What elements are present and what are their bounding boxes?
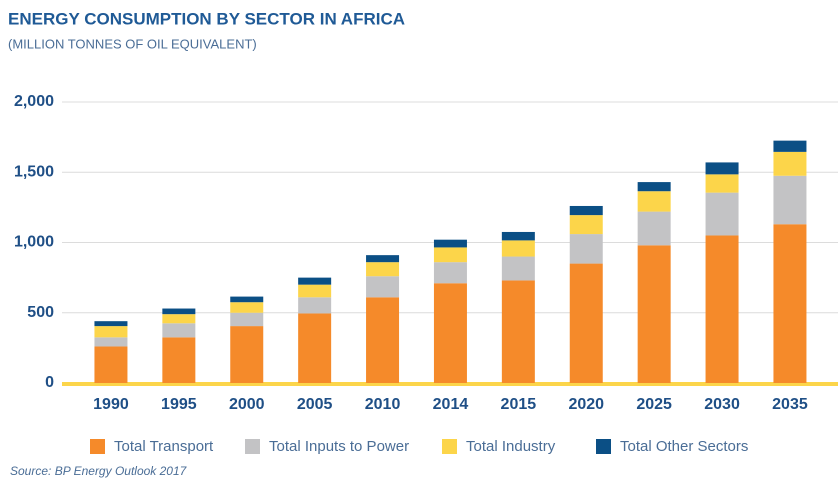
bar-segment xyxy=(501,280,535,383)
bar-segment xyxy=(366,255,400,263)
x-tick-label: 1995 xyxy=(161,396,197,413)
bar-segment xyxy=(230,296,264,303)
x-tick-label: 2035 xyxy=(772,396,808,413)
y-tick-label: 500 xyxy=(27,304,54,321)
x-tick-label: 2015 xyxy=(501,396,537,413)
legend-swatch xyxy=(90,439,105,454)
bar-segment xyxy=(433,247,467,263)
bar-segment xyxy=(637,245,671,383)
bar-segment xyxy=(637,191,671,212)
bar-segment xyxy=(162,314,196,324)
x-tick-label: 2020 xyxy=(568,396,604,413)
bar-segment xyxy=(773,151,807,176)
chart-title: ENERGY CONSUMPTION BY SECTOR IN AFRICA xyxy=(8,9,405,28)
x-tick-label: 2025 xyxy=(636,396,672,413)
chart-subtitle: (MILLION TONNES OF OIL EQUIVALENT) xyxy=(8,36,257,51)
bar-segment xyxy=(637,211,671,246)
legend-swatch xyxy=(442,439,457,454)
bar-segment xyxy=(569,234,603,264)
bar-segment xyxy=(230,302,264,313)
legend-label: Total Transport xyxy=(114,438,214,455)
bar-segment xyxy=(705,235,739,383)
bar-segment xyxy=(433,239,467,248)
x-tick-label: 2000 xyxy=(229,396,265,413)
bar-segment xyxy=(569,263,603,383)
bar-segment xyxy=(230,312,264,327)
bar-segment xyxy=(705,192,739,236)
bar-segment xyxy=(501,240,535,257)
legend-swatch xyxy=(596,439,611,454)
legend-swatch xyxy=(245,439,260,454)
source: Source: BP Energy Outlook 2017 xyxy=(10,464,188,478)
bar-segment xyxy=(162,323,196,338)
bar-segment xyxy=(569,205,603,216)
bar-segment xyxy=(637,182,671,192)
x-tick-label: 1990 xyxy=(93,396,129,413)
x-tick-label: 2005 xyxy=(297,396,333,413)
y-tick-label: 1,500 xyxy=(14,163,54,180)
bar-segment xyxy=(298,284,332,298)
y-tick-label: 0 xyxy=(45,374,54,391)
bar-segment xyxy=(94,321,128,327)
y-tick-label: 2,000 xyxy=(14,93,54,110)
bar-segment xyxy=(705,162,739,175)
x-tick-label: 2014 xyxy=(433,396,469,413)
y-tick-label: 1,000 xyxy=(14,234,54,251)
bar-segment xyxy=(298,277,332,285)
bar-segment xyxy=(501,231,535,241)
bar-segment xyxy=(298,313,332,383)
bar-segment xyxy=(94,326,128,338)
legend-label: Total Industry xyxy=(466,438,556,455)
bar-segment xyxy=(705,174,739,193)
bar-segment xyxy=(501,256,535,281)
legend-label: Total Other Sectors xyxy=(620,438,748,455)
bar-segment xyxy=(773,140,807,152)
bar-segment xyxy=(162,337,196,383)
x-tick-label: 2030 xyxy=(704,396,740,413)
bar-segment xyxy=(94,346,128,383)
bar-segment xyxy=(366,262,400,277)
bar-segment xyxy=(433,262,467,284)
legend-label: Total Inputs to Power xyxy=(269,438,409,455)
bar-segment xyxy=(366,276,400,298)
bar-segment xyxy=(230,326,264,383)
x-tick-label: 2010 xyxy=(365,396,401,413)
bar-segment xyxy=(773,175,807,225)
bar-segment xyxy=(94,337,128,347)
bar-segment xyxy=(773,224,807,383)
bar-segment xyxy=(162,308,196,315)
bar-segment xyxy=(366,297,400,383)
bar-segment xyxy=(298,297,332,314)
bar-segment xyxy=(569,215,603,235)
bar-segment xyxy=(433,283,467,383)
